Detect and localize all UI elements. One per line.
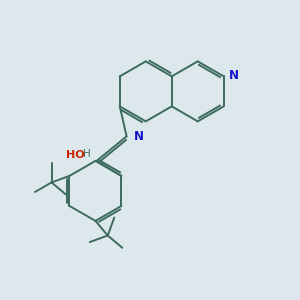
Text: N: N bbox=[229, 68, 239, 82]
Text: H: H bbox=[83, 149, 91, 159]
Text: N: N bbox=[134, 130, 143, 143]
Text: HO: HO bbox=[66, 151, 85, 160]
